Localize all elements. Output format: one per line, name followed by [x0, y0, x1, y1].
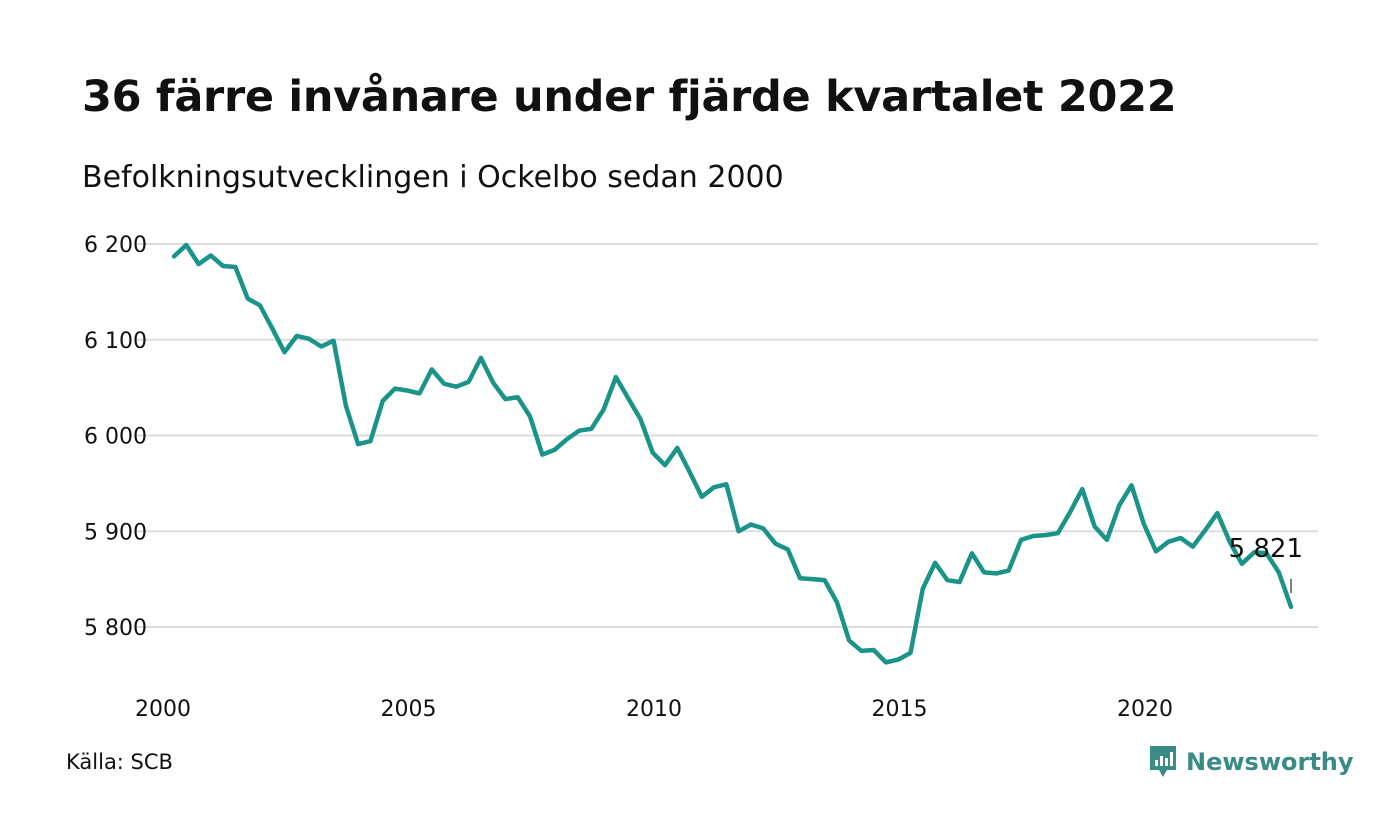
x-tick-label-2020: 2020 — [1117, 697, 1173, 722]
y-tick-label-5800: 5 800 — [84, 616, 147, 641]
gridlines — [135, 243, 1318, 628]
x-tick-label-2000: 2000 — [135, 697, 191, 722]
x-tick-label-2015: 2015 — [872, 697, 928, 722]
x-tick-label-2010: 2010 — [626, 697, 682, 722]
x-axis-ticks: 2000 2005 2010 2015 2020 — [135, 697, 1173, 722]
chart-title: 36 färre invånare under fjärde kvartalet… — [82, 72, 1177, 122]
y-tick-label-6100: 6 100 — [84, 329, 147, 354]
y-axis-ticks: 5 800 5 900 6 000 6 100 6 200 — [84, 233, 147, 641]
y-tick-label-5900: 5 900 — [84, 520, 147, 545]
chart-subtitle: Befolkningsutvecklingen i Ockelbo sedan … — [82, 160, 784, 195]
x-tick-label-2005: 2005 — [381, 697, 437, 722]
y-tick-label-6200: 6 200 — [84, 233, 147, 258]
population-series-line — [171, 242, 1294, 665]
brand-logo: Newsworthy — [1148, 744, 1354, 780]
newsworthy-logo-icon — [1150, 746, 1176, 777]
y-tick-label-6000: 6 000 — [84, 425, 147, 450]
brand-name: Newsworthy — [1186, 748, 1354, 776]
source-note: Källa: SCB — [66, 750, 173, 774]
last-value-annotation: 5 821 — [1229, 534, 1303, 564]
